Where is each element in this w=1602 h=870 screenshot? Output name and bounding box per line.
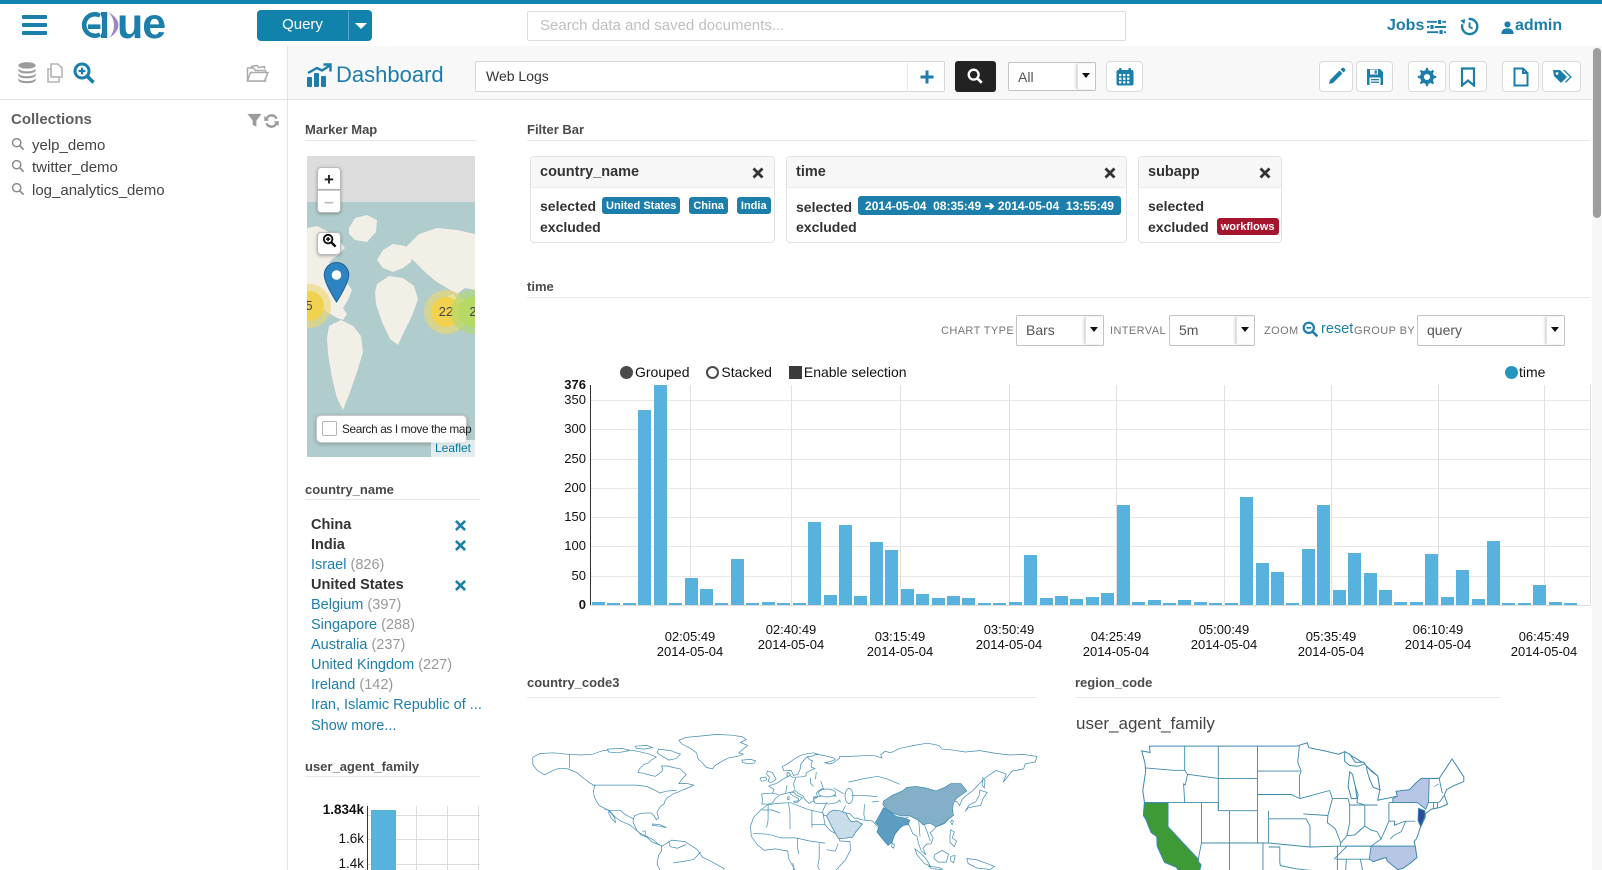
svg-text:ue: ue [117,11,165,39]
